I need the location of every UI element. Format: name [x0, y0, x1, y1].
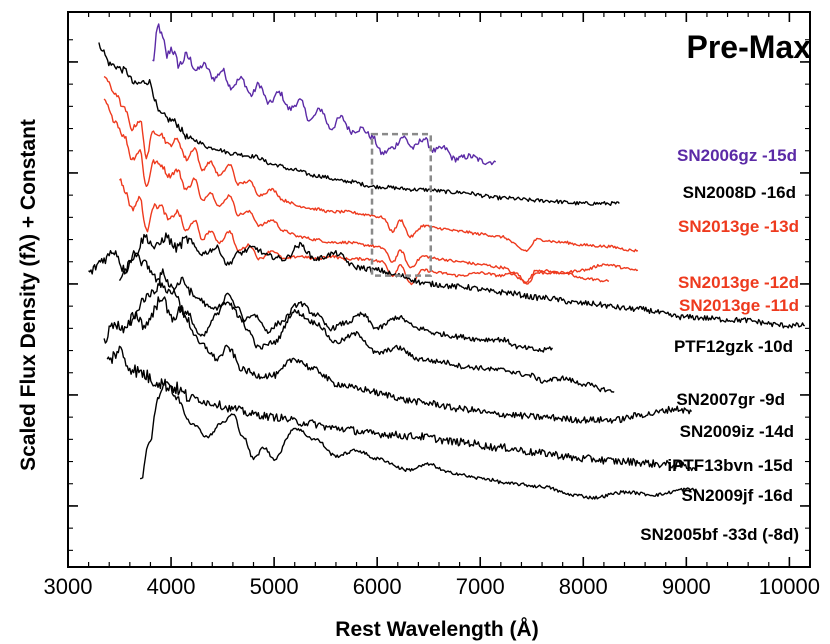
series-label-sn2006gz-15d: SN2006gz -15d: [677, 146, 797, 165]
x-tick-label: 9000: [662, 574, 711, 599]
series-line-sn2009jf-16d: [106, 345, 698, 472]
series-label-sn2013ge-11d: SN2013ge -11d: [679, 296, 799, 315]
x-tick-label: 6000: [353, 574, 402, 599]
x-tick-label: 10000: [759, 574, 820, 599]
x-tick-label: 7000: [456, 574, 505, 599]
series-label-sn2009jf-16d: SN2009jf -16d: [682, 486, 794, 505]
series-line-sn2013ge-12d: [103, 75, 639, 253]
x-tick-label: 8000: [559, 574, 608, 599]
series-line-iptf13bvn-15d: [103, 296, 693, 424]
y-axis-title: Scaled Flux Density (fλ) + Constant: [17, 119, 40, 471]
series-line-sn2005bf-33d-8d: [139, 381, 697, 500]
panel-title: Pre-Max: [687, 29, 812, 65]
series-label-sn2013ge-12d: SN2013ge -12d: [678, 273, 799, 292]
series-label-sn2005bf-33d-8d: SN2005bf -33d (-8d): [640, 525, 799, 544]
series-label-sn2009iz-14d: SN2009iz -14d: [680, 422, 794, 441]
x-tick-label: 5000: [250, 574, 299, 599]
series-layer: [88, 23, 805, 500]
axes-frame: 3000 4000 5000 6000 7000 8000 9000 10000: [44, 11, 820, 599]
x-axis-title: Rest Wavelength (Å): [335, 617, 538, 641]
series-line-sn2009iz-14d: [129, 268, 615, 393]
series-label-ptf12gzk-10d: PTF12gzk -10d: [674, 337, 793, 356]
series-label-sn2008d-16d: SN2008D -16d: [683, 183, 796, 202]
series-label-iptf13bvn-15d: iPTF13bvn -15d: [667, 456, 793, 475]
series-line-sn2007gr-9d: [118, 252, 553, 353]
series-label-sn2013ge-13d: SN2013ge -13d: [678, 217, 799, 236]
series-label-sn2007gr-9d: SN2007gr -9d: [676, 390, 785, 409]
series-line-ptf12gzk-10d: [88, 232, 805, 329]
series-line-sn2008d-16d: [98, 42, 620, 206]
x-tick-label: 4000: [147, 574, 196, 599]
series-label-layer: SN2006gz -15d SN2008D -16d SN2013ge -13d SN…: [640, 146, 799, 544]
series-line-sn2013ge-11d: [119, 178, 639, 286]
series-line-sn2006gz-15d: [152, 23, 497, 166]
x-tick-label: 3000: [44, 574, 93, 599]
